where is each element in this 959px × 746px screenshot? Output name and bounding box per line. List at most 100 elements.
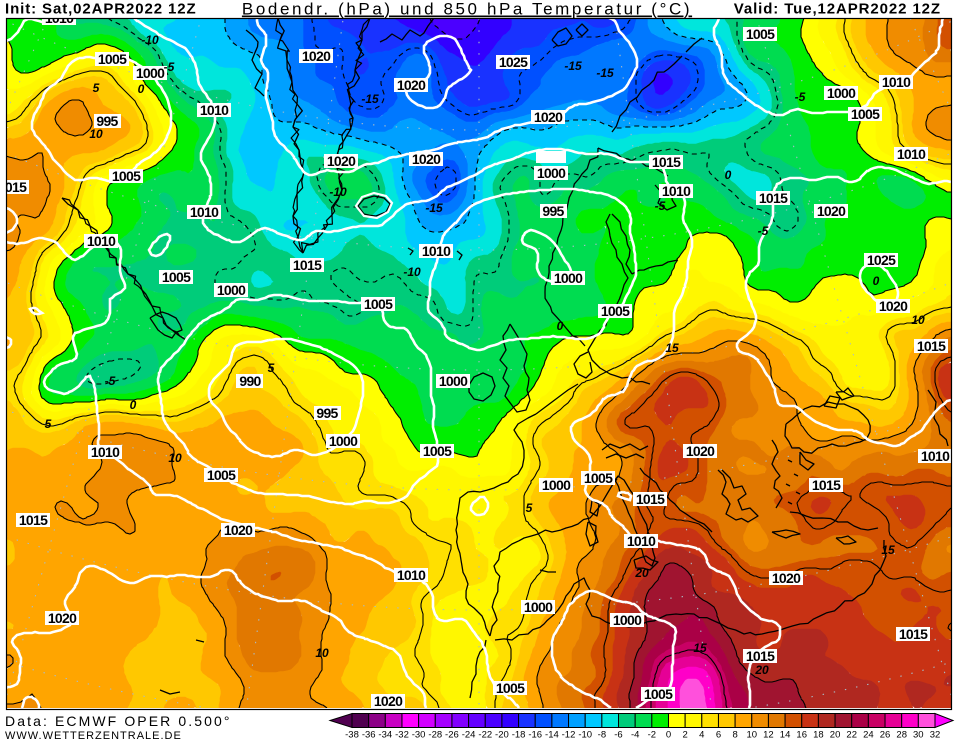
svg-text:8: 8 bbox=[732, 730, 737, 741]
svg-text:15: 15 bbox=[881, 543, 895, 557]
svg-text:6: 6 bbox=[716, 730, 721, 741]
svg-text:1020: 1020 bbox=[302, 48, 331, 64]
svg-text:1000: 1000 bbox=[554, 270, 583, 286]
svg-text:1005: 1005 bbox=[98, 51, 127, 67]
svg-text:5: 5 bbox=[93, 81, 100, 95]
svg-text:20: 20 bbox=[634, 566, 649, 580]
svg-text:1010: 1010 bbox=[882, 74, 911, 90]
svg-text:10: 10 bbox=[747, 730, 758, 741]
svg-text:-24: -24 bbox=[462, 730, 476, 741]
svg-text:-5: -5 bbox=[164, 60, 175, 74]
svg-text:-5: -5 bbox=[655, 199, 666, 213]
svg-text:-14: -14 bbox=[545, 730, 559, 741]
svg-text:1000: 1000 bbox=[542, 477, 571, 493]
svg-text:-34: -34 bbox=[378, 730, 392, 741]
svg-text:1020: 1020 bbox=[224, 522, 253, 538]
svg-text:0: 0 bbox=[725, 168, 732, 182]
svg-text:1010: 1010 bbox=[662, 183, 691, 199]
svg-text:1000: 1000 bbox=[439, 373, 468, 389]
svg-text:1020: 1020 bbox=[817, 203, 846, 219]
svg-text:1015: 1015 bbox=[19, 512, 48, 528]
svg-text:5: 5 bbox=[268, 361, 275, 375]
svg-text:0: 0 bbox=[873, 274, 880, 288]
svg-text:20: 20 bbox=[830, 730, 841, 741]
svg-text:1005: 1005 bbox=[584, 470, 613, 486]
svg-text:1000: 1000 bbox=[613, 612, 642, 628]
svg-text:-26: -26 bbox=[445, 730, 459, 741]
svg-text:1025: 1025 bbox=[867, 252, 896, 268]
svg-text:1020: 1020 bbox=[772, 570, 801, 586]
svg-text:1020: 1020 bbox=[686, 443, 715, 459]
svg-text:-6: -6 bbox=[614, 730, 622, 741]
svg-text:18: 18 bbox=[813, 730, 824, 741]
svg-text:1015: 1015 bbox=[636, 491, 665, 507]
svg-text:1010: 1010 bbox=[897, 146, 926, 162]
svg-text:-38: -38 bbox=[345, 730, 359, 741]
svg-text:-10: -10 bbox=[578, 730, 592, 741]
svg-text:1020: 1020 bbox=[534, 109, 563, 125]
svg-text:-10: -10 bbox=[141, 33, 159, 47]
svg-text:1005: 1005 bbox=[496, 680, 525, 696]
svg-text:-10: -10 bbox=[329, 185, 347, 199]
svg-text:-16: -16 bbox=[528, 730, 542, 741]
svg-text:1000: 1000 bbox=[136, 65, 165, 81]
svg-text:1015: 1015 bbox=[812, 477, 841, 493]
svg-text:995: 995 bbox=[96, 113, 118, 129]
svg-text:1015: 1015 bbox=[746, 648, 775, 664]
svg-text:-22: -22 bbox=[478, 730, 492, 741]
svg-text:WWW.WETTERZENTRALE.DE: WWW.WETTERZENTRALE.DE bbox=[5, 730, 182, 741]
svg-text:1000: 1000 bbox=[537, 165, 566, 181]
svg-text:1015: 1015 bbox=[0, 179, 27, 195]
svg-text:1015: 1015 bbox=[293, 257, 322, 273]
svg-text:1000: 1000 bbox=[524, 599, 553, 615]
svg-text:10: 10 bbox=[89, 127, 103, 141]
svg-text:12: 12 bbox=[763, 730, 774, 741]
svg-text:1020: 1020 bbox=[412, 151, 441, 167]
svg-text:0: 0 bbox=[138, 82, 145, 96]
svg-text:1020: 1020 bbox=[327, 153, 356, 169]
svg-text:1010: 1010 bbox=[91, 444, 120, 460]
svg-text:1020: 1020 bbox=[374, 693, 403, 709]
svg-text:-5: -5 bbox=[105, 374, 116, 388]
svg-text:-36: -36 bbox=[362, 730, 376, 741]
svg-text:1015: 1015 bbox=[652, 154, 681, 170]
svg-text:16: 16 bbox=[796, 730, 807, 741]
svg-text:-8: -8 bbox=[598, 730, 606, 741]
svg-text:1010: 1010 bbox=[627, 533, 656, 549]
svg-text:990: 990 bbox=[239, 373, 261, 389]
svg-text:-32: -32 bbox=[395, 730, 409, 741]
svg-text:24: 24 bbox=[863, 730, 874, 741]
svg-text:Init: Sat,02APR2022 12Z: Init: Sat,02APR2022 12Z bbox=[5, 1, 197, 18]
svg-text:1005: 1005 bbox=[644, 686, 673, 702]
svg-text:1010: 1010 bbox=[45, 10, 74, 26]
svg-text:Bodendr. (hPa) und 850 hPa Tem: Bodendr. (hPa) und 850 hPa Temperatur (°… bbox=[242, 0, 692, 19]
svg-text:1005: 1005 bbox=[207, 467, 236, 483]
svg-text:0: 0 bbox=[557, 319, 564, 333]
svg-text:1000: 1000 bbox=[217, 282, 246, 298]
svg-text:1010: 1010 bbox=[200, 102, 229, 118]
svg-text:-5: -5 bbox=[795, 90, 806, 104]
svg-text:1015: 1015 bbox=[899, 626, 928, 642]
svg-text:5: 5 bbox=[45, 417, 52, 431]
svg-text:5: 5 bbox=[526, 501, 533, 515]
svg-text:14: 14 bbox=[780, 730, 791, 741]
svg-text:1020: 1020 bbox=[397, 77, 426, 93]
svg-text:-30: -30 bbox=[412, 730, 426, 741]
svg-text:4: 4 bbox=[699, 730, 704, 741]
svg-text:30: 30 bbox=[913, 730, 924, 741]
svg-text:1005: 1005 bbox=[364, 296, 393, 312]
svg-text:1000: 1000 bbox=[329, 433, 358, 449]
svg-text:0: 0 bbox=[666, 730, 671, 741]
svg-text:20: 20 bbox=[754, 663, 769, 677]
svg-text:1010: 1010 bbox=[87, 233, 116, 249]
svg-text:1005: 1005 bbox=[112, 168, 141, 184]
svg-text:1020: 1020 bbox=[879, 298, 908, 314]
svg-text:-15: -15 bbox=[596, 66, 614, 80]
svg-text:1015: 1015 bbox=[917, 338, 946, 354]
svg-text:Data: ECMWF OPER 0.500°: Data: ECMWF OPER 0.500° bbox=[5, 713, 232, 729]
svg-text:1010: 1010 bbox=[397, 567, 426, 583]
svg-text:1020: 1020 bbox=[48, 610, 77, 626]
svg-text:-18: -18 bbox=[512, 730, 526, 741]
svg-text:0: 0 bbox=[130, 398, 137, 412]
svg-text:1005: 1005 bbox=[423, 443, 452, 459]
